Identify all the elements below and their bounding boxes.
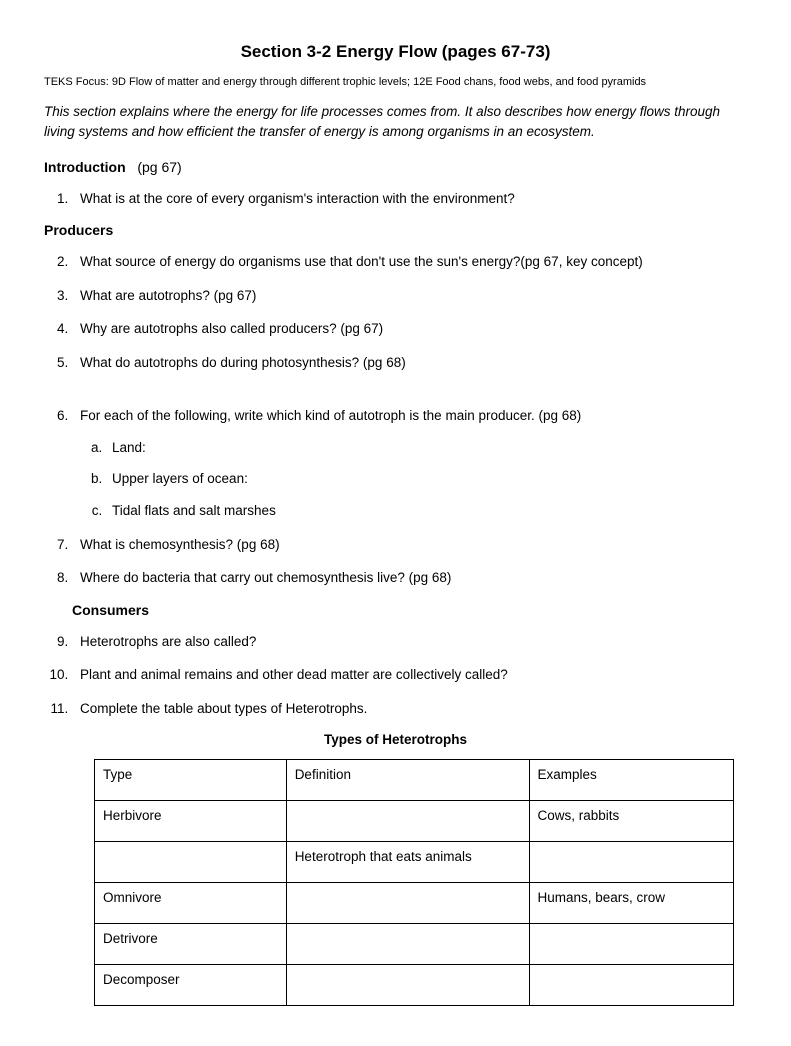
question-3: What are autotrophs? (pg 67) bbox=[72, 286, 747, 306]
page-title: Section 3-2 Energy Flow (pages 67-73) bbox=[44, 42, 747, 62]
question-7: What is chemosynthesis? (pg 68) bbox=[72, 535, 747, 555]
table-row: Decomposer bbox=[95, 965, 734, 1006]
heterotrophs-table: Type Definition Examples Herbivore Cows,… bbox=[94, 759, 734, 1006]
question-9: Heterotrophs are also called? bbox=[72, 632, 747, 652]
cell-definition: Heterotroph that eats animals bbox=[286, 842, 529, 883]
question-5: What do autotrophs do during photosynthe… bbox=[72, 353, 747, 373]
question-2: What source of energy do organisms use t… bbox=[72, 252, 747, 272]
question-4: Why are autotrophs also called producers… bbox=[72, 319, 747, 339]
table-header-row: Type Definition Examples bbox=[95, 760, 734, 801]
cell-definition bbox=[286, 924, 529, 965]
heading-introduction: Introduction (pg 67) bbox=[44, 159, 747, 175]
heading-producers: Producers bbox=[44, 222, 747, 238]
cell-type: Omnivore bbox=[95, 883, 287, 924]
cell-type: Herbivore bbox=[95, 801, 287, 842]
heading-consumers: Consumers bbox=[72, 602, 747, 618]
cell-examples: Humans, bears, crow bbox=[529, 883, 734, 924]
question-6-text: For each of the following, write which k… bbox=[80, 408, 581, 423]
table-header-definition: Definition bbox=[286, 760, 529, 801]
question-6b: Upper layers of ocean: bbox=[106, 469, 747, 489]
question-10: Plant and animal remains and other dead … bbox=[72, 665, 747, 685]
table-row: Detrivore bbox=[95, 924, 734, 965]
cell-examples bbox=[529, 965, 734, 1006]
cell-examples bbox=[529, 924, 734, 965]
question-11: Complete the table about types of Hetero… bbox=[72, 699, 747, 719]
table-header-type: Type bbox=[95, 760, 287, 801]
cell-definition bbox=[286, 801, 529, 842]
cell-examples bbox=[529, 842, 734, 883]
heading-introduction-pg: (pg 67) bbox=[137, 159, 181, 175]
table-title: Types of Heterotrophs bbox=[44, 732, 747, 747]
question-8: Where do bacteria that carry out chemosy… bbox=[72, 568, 747, 588]
question-6: For each of the following, write which k… bbox=[72, 406, 747, 520]
table-row: Omnivore Humans, bears, crow bbox=[95, 883, 734, 924]
table-row: Heterotroph that eats animals bbox=[95, 842, 734, 883]
cell-type: Detrivore bbox=[95, 924, 287, 965]
section-description: This section explains where the energy f… bbox=[44, 102, 747, 143]
question-1: What is at the core of every organism's … bbox=[72, 189, 747, 209]
heading-introduction-label: Introduction bbox=[44, 159, 126, 175]
question-6c: Tidal flats and salt marshes bbox=[106, 501, 747, 521]
table-row: Herbivore Cows, rabbits bbox=[95, 801, 734, 842]
cell-definition bbox=[286, 965, 529, 1006]
spacer bbox=[44, 386, 747, 406]
worksheet-page: Section 3-2 Energy Flow (pages 67-73) TE… bbox=[0, 0, 791, 1046]
cell-type: Decomposer bbox=[95, 965, 287, 1006]
question-6a: Land: bbox=[106, 438, 747, 458]
cell-type bbox=[95, 842, 287, 883]
teks-focus: TEKS Focus: 9D Flow of matter and energy… bbox=[44, 76, 747, 88]
cell-examples: Cows, rabbits bbox=[529, 801, 734, 842]
cell-definition bbox=[286, 883, 529, 924]
table-header-examples: Examples bbox=[529, 760, 734, 801]
